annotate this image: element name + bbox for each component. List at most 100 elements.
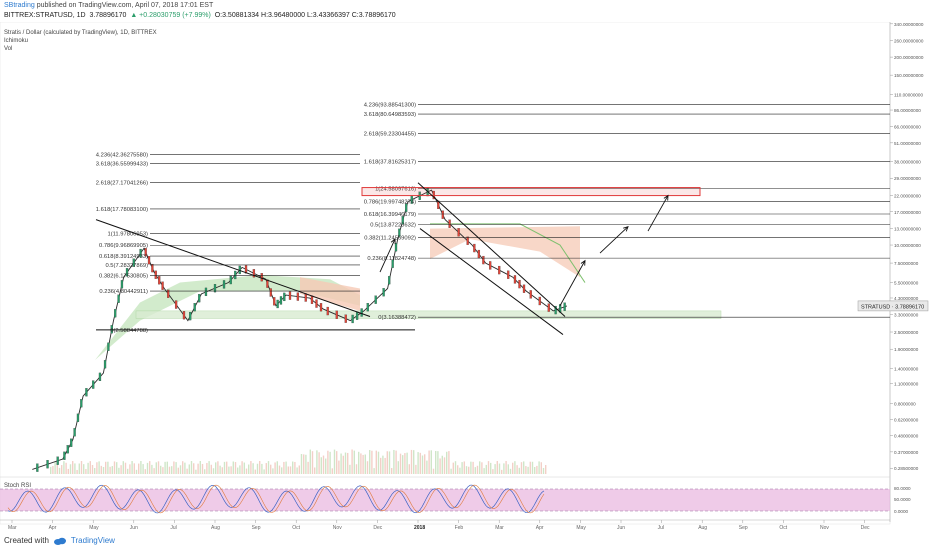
candle: [441, 210, 444, 219]
volume-bar: [540, 462, 542, 474]
y-tick-label: 38.00000000: [894, 159, 921, 164]
volume-bar: [175, 462, 177, 474]
candle: [120, 280, 124, 289]
volume-bar: [331, 468, 333, 474]
price-change: ▲ +0.28030759 (+7.99%): [130, 12, 211, 19]
y-tick-label: 4.30000000: [894, 296, 919, 301]
volume-bar: [96, 462, 98, 474]
y-tick-label: 17.00000000: [894, 210, 921, 215]
volume-bar: [50, 466, 52, 474]
volume-bar: [298, 465, 300, 474]
volume-bar: [340, 453, 342, 474]
x-tick-label: Jun: [130, 525, 138, 531]
fib-level-label: 0.236(8.11824748): [367, 256, 416, 262]
projection-arrowhead: [390, 238, 396, 245]
footer: Created with TradingView: [4, 536, 115, 545]
volume-bar: [362, 454, 364, 474]
candle: [114, 309, 117, 318]
volume-bar: [133, 463, 135, 474]
volume-bar: [289, 466, 292, 474]
author-link[interactable]: SBtrading: [4, 2, 35, 9]
candle: [98, 372, 102, 382]
candle: [76, 413, 80, 422]
volume-bar: [413, 450, 415, 474]
volume-bar: [248, 464, 250, 474]
volume-bar: [520, 462, 523, 474]
candle: [66, 445, 69, 454]
volume-bar: [195, 469, 197, 474]
volume-bar: [388, 451, 391, 474]
ohlc-values: O:3.50881334 H:3.96480000 L:3.43366397 C…: [214, 12, 396, 19]
target-zone-box: [361, 187, 701, 197]
x-tick-label: Feb: [455, 525, 464, 531]
volume-bar: [168, 466, 171, 474]
candle: [466, 236, 469, 245]
volume-bar: [426, 460, 428, 474]
volume-bar: [505, 461, 507, 474]
last-price: 3.78896170: [89, 12, 127, 19]
volume-bar: [316, 450, 318, 474]
tradingview-brand[interactable]: TradingView: [70, 536, 115, 545]
candle: [482, 255, 485, 265]
volume-bar: [182, 461, 184, 474]
fib-level-label: 0.786(9.96869905): [99, 243, 148, 249]
volume-bar: [358, 451, 360, 474]
volume-bar: [498, 463, 501, 474]
fib-right: [418, 104, 890, 318]
volume-bar: [503, 463, 505, 474]
fib-level-label: 1(11.97806953): [107, 232, 148, 238]
volume-bar: [325, 458, 327, 474]
volume-bar: [243, 462, 245, 474]
candle: [513, 275, 517, 284]
candle: [326, 306, 329, 316]
volume-bar: [531, 461, 534, 474]
price-chart[interactable]: Stratis / Dollar (calculated by TradingV…: [0, 22, 932, 536]
candle: [518, 279, 521, 289]
legend-entry: Stratis / Dollar (calculated by TradingV…: [4, 30, 157, 36]
rsi-tick-label: 50.0000: [894, 497, 911, 502]
volume-bar: [472, 461, 474, 474]
projection-arrowhead: [623, 225, 629, 232]
chart-area[interactable]: Stratis / Dollar (calculated by TradingV…: [0, 22, 932, 536]
volume-bar: [107, 461, 109, 474]
projection-arrow: [647, 195, 669, 232]
volume-bar: [523, 461, 525, 474]
volume-bar: [252, 463, 254, 474]
volume-bar: [322, 455, 325, 474]
y-tick-label: 340.00000000: [894, 22, 924, 27]
volume-bar: [149, 461, 151, 474]
plot-frame: [0, 22, 891, 525]
volume-bar: [109, 466, 111, 474]
y-tick-label: 0.28500000: [894, 466, 919, 471]
fib-level-label: 0.5(7.28327869): [105, 263, 148, 269]
volume-bar: [366, 461, 369, 474]
volume-bar: [527, 466, 529, 474]
volume-bar: [542, 467, 545, 474]
volume-bar: [344, 452, 347, 474]
projection-arrowhead: [663, 194, 669, 201]
volume-bar: [538, 461, 540, 474]
created-with-text: Created with: [4, 536, 49, 545]
y-tick-label: 0.8000000: [894, 401, 916, 406]
x-tick-label: Oct: [292, 525, 300, 531]
volume-bar: [518, 467, 520, 474]
volume-bar: [118, 467, 120, 474]
volume-bar: [272, 468, 274, 474]
volume-bar: [410, 449, 413, 474]
volume-bar: [512, 462, 514, 474]
volume-bar: [261, 463, 263, 474]
candle: [547, 303, 550, 312]
volume-bar: [193, 463, 195, 474]
candle: [92, 380, 95, 389]
candle: [360, 308, 363, 317]
candle: [391, 259, 394, 268]
candle: [283, 292, 286, 302]
y-tick-label: 3.30000000: [894, 313, 919, 318]
volume-bar: [61, 465, 63, 474]
candle: [489, 261, 492, 270]
y-tick-label: 29.00000000: [894, 176, 921, 181]
x-tick-label: 2018: [414, 525, 425, 531]
candle: [276, 299, 279, 309]
volume-bar: [144, 469, 146, 474]
fib-level-label: 0(2.58844788): [110, 328, 148, 334]
